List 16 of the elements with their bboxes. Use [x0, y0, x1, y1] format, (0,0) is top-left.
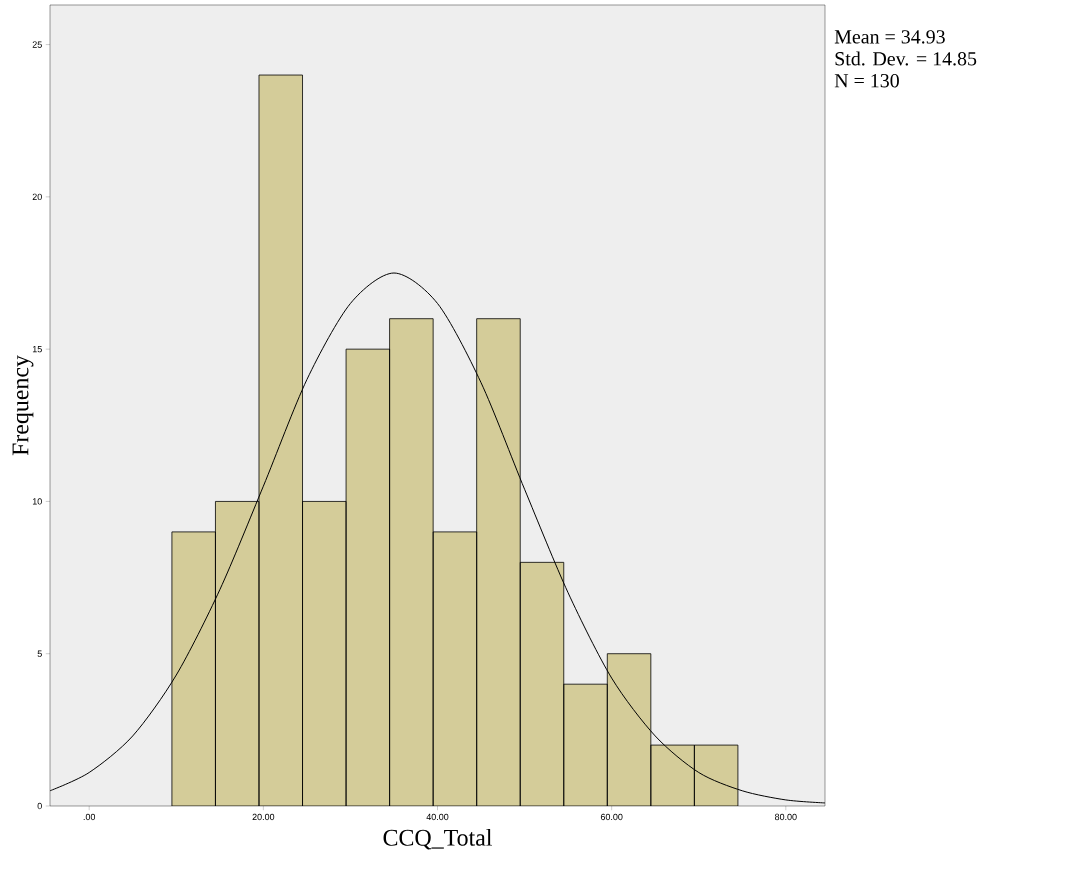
y-tick-label: 25: [32, 41, 42, 48]
x-tick-label: .00: [83, 813, 96, 821]
x-tick-label: 40.00: [426, 813, 449, 821]
text: Std. Dev. = 14.85: [835, 51, 977, 66]
y-tick-label: 5: [37, 650, 42, 657]
y-tick-label: 20: [32, 193, 42, 201]
text: Mean = 34.93: [834, 30, 945, 44]
y-tick-label: 0: [37, 802, 42, 810]
y-axis-title: Frequency: [12, 355, 34, 456]
text: N = 130: [834, 73, 899, 88]
y-tick-label: 10: [32, 498, 42, 505]
y-tick-label: 15: [32, 346, 42, 353]
x-tick-label: 60.00: [600, 813, 623, 821]
x-tick-label: 80.00: [774, 813, 797, 821]
x-axis-title: CCQ_Total: [383, 828, 492, 850]
x-tick-label: 20.00: [252, 813, 275, 821]
